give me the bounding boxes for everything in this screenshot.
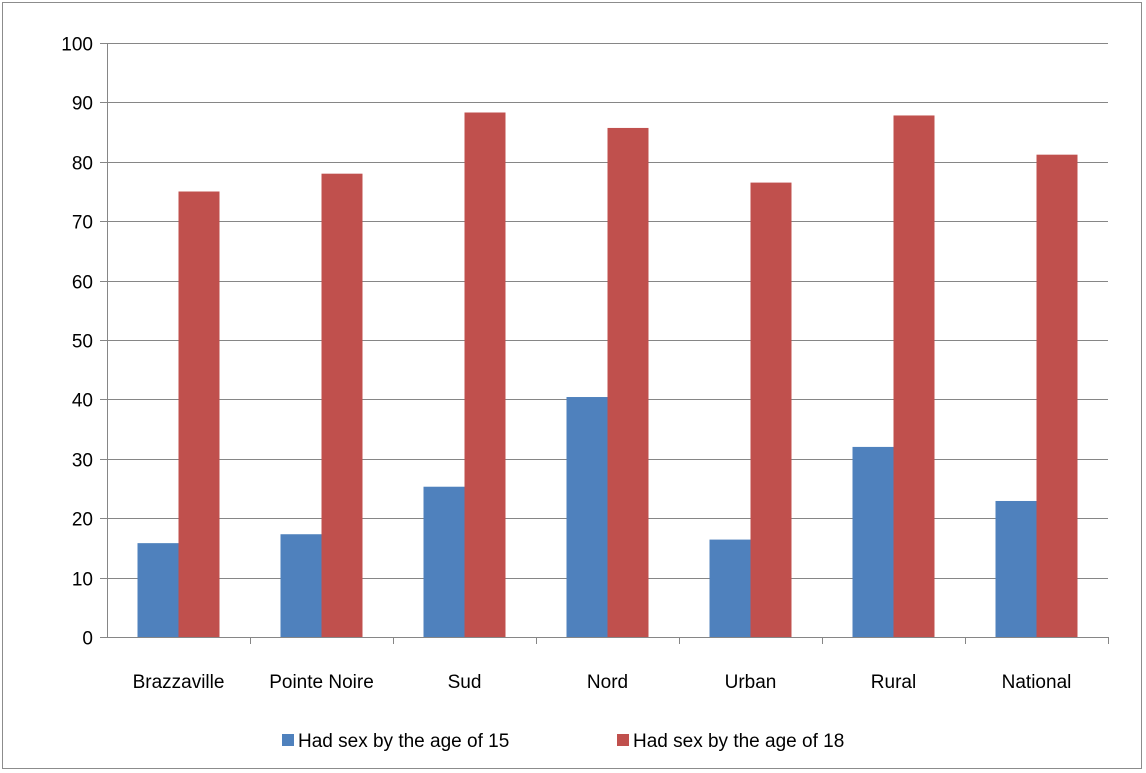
y-tick-label: 100 xyxy=(61,35,93,56)
y-tick-label: 20 xyxy=(72,510,93,531)
bar-age-18 xyxy=(464,112,506,638)
axes xyxy=(107,43,1109,644)
legend-label: Had sex by the age of 18 xyxy=(633,731,844,752)
y-tick-label: 50 xyxy=(72,332,93,353)
x-category-label: Nord xyxy=(587,672,628,693)
bar-age-18 xyxy=(893,115,935,637)
bar-age-18 xyxy=(750,182,792,637)
legend-label: Had sex by the age of 15 xyxy=(298,731,509,752)
y-axis-tick-labels: 0 10 20 30 40 50 60 70 80 90 100 xyxy=(61,35,93,650)
y-tick-label: 40 xyxy=(72,391,93,412)
bars xyxy=(137,112,1078,638)
y-tick-label: 80 xyxy=(72,154,93,175)
bar-age-15 xyxy=(137,543,179,637)
bar-age-15 xyxy=(852,446,894,637)
x-category-label: Urban xyxy=(725,672,777,693)
bar-age-18 xyxy=(607,127,649,637)
y-tick-label: 10 xyxy=(72,570,93,591)
legend-swatch xyxy=(617,734,629,746)
bar-age-15 xyxy=(995,500,1037,637)
bar-age-15 xyxy=(280,534,322,637)
y-tick-label: 70 xyxy=(72,213,93,234)
y-tick-label: 30 xyxy=(72,451,93,472)
bar-age-18 xyxy=(178,191,220,637)
bar-age-15 xyxy=(566,397,608,637)
x-category-label: Sud xyxy=(448,672,482,693)
y-tick-label: 60 xyxy=(72,273,93,294)
x-category-label: Brazzaville xyxy=(133,672,225,693)
bar-age-18 xyxy=(321,173,363,637)
x-category-label: Rural xyxy=(871,672,916,693)
legend-swatch xyxy=(282,734,294,746)
bar-age-15 xyxy=(709,539,751,637)
y-tick-label: 0 xyxy=(82,629,93,650)
x-category-label: National xyxy=(1002,672,1072,693)
y-tick-label: 90 xyxy=(72,94,93,115)
legend: Had sex by the age of 15 Had sex by the a… xyxy=(282,731,844,752)
bar-age-15 xyxy=(423,486,465,637)
bar-age-18 xyxy=(1036,154,1078,637)
x-category-label: Pointe Noire xyxy=(269,672,374,693)
x-axis-category-labels: Brazzaville Pointe Noire Sud Nord Urban Rural… xyxy=(133,672,1072,693)
